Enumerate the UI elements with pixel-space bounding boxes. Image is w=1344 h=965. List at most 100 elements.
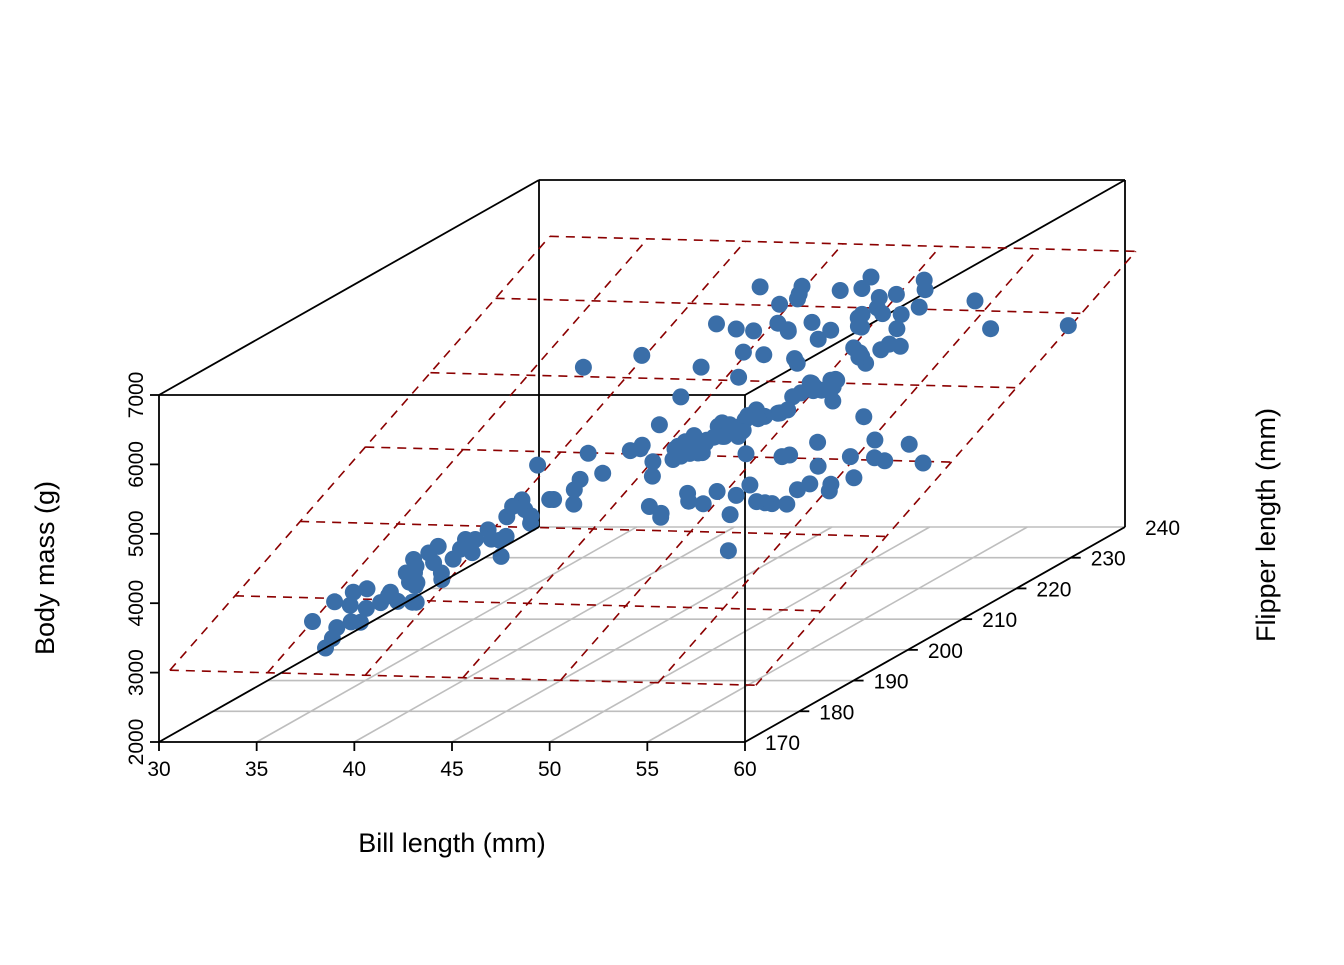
y-axis-title: Flipper length (mm) (1251, 408, 1281, 642)
data-point (737, 445, 755, 463)
data-point (730, 368, 748, 386)
data-point (809, 433, 827, 451)
data-point (822, 321, 840, 339)
data-point (900, 435, 918, 453)
data-point (914, 454, 932, 472)
data-point (694, 495, 712, 513)
data-point (841, 448, 859, 466)
data-point (910, 298, 928, 316)
data-point (771, 295, 789, 313)
plane-line-y (300, 520, 887, 538)
data-point (874, 305, 891, 323)
x-tick-label: 45 (440, 758, 463, 781)
plane-line-x (657, 248, 1039, 684)
data-point (778, 495, 796, 513)
data-point (719, 542, 737, 560)
data-point (497, 527, 515, 545)
data-point (831, 282, 849, 299)
data-point (574, 358, 592, 376)
data-point (633, 346, 651, 364)
data-point (824, 392, 842, 410)
data-point (748, 493, 766, 511)
data-point (357, 599, 375, 617)
data-point (492, 547, 510, 565)
x-tick-label: 35 (245, 758, 268, 781)
data-point (679, 484, 697, 502)
data-point (594, 464, 612, 482)
data-point (982, 320, 1000, 338)
data-point (727, 486, 745, 504)
data-point (565, 495, 583, 513)
data-point (358, 580, 376, 598)
plane-line-y (549, 235, 1136, 253)
data-point (803, 313, 821, 331)
data-point (862, 268, 880, 286)
data-point (729, 422, 747, 440)
axis-ticks (150, 394, 1081, 751)
plane-line-y (495, 297, 1082, 315)
data-point (789, 290, 806, 308)
data-point (406, 577, 424, 595)
data-point (344, 583, 362, 601)
plane-line-x (169, 235, 551, 671)
y-tick-label: 200 (928, 640, 963, 663)
data-point (579, 444, 597, 462)
data-point (888, 320, 906, 338)
data-point (786, 350, 804, 368)
data-point (643, 467, 661, 485)
y-axis-line (744, 526, 1126, 743)
data-points (304, 268, 1077, 657)
floor-grid-line-x (646, 526, 1028, 743)
plane-line-y (430, 371, 1017, 389)
plane-line-x (364, 240, 746, 676)
data-point (892, 305, 910, 323)
x-tick-label: 60 (733, 758, 756, 781)
data-point (326, 593, 344, 611)
data-point (304, 613, 321, 630)
data-point (745, 322, 763, 340)
data-point (342, 613, 360, 631)
z-tick-label: 6000 (125, 441, 148, 488)
data-point (749, 410, 767, 428)
box-edge (744, 179, 1126, 396)
data-point (650, 416, 668, 434)
data-point (845, 469, 863, 487)
data-point (809, 457, 827, 475)
data-point (849, 317, 867, 335)
z-tick-label: 3000 (125, 649, 148, 696)
data-point (851, 344, 869, 362)
floor-grid-line-x (256, 526, 638, 743)
data-point (389, 592, 407, 610)
data-point (529, 456, 547, 474)
box-edge (158, 179, 540, 396)
data-point (827, 370, 845, 388)
data-point (621, 442, 639, 460)
y-tick-label: 230 (1091, 548, 1126, 571)
data-point (781, 446, 799, 464)
data-point (683, 438, 701, 456)
data-point (708, 315, 725, 333)
floor-grid (158, 526, 1126, 743)
z-tick-label: 2000 (125, 719, 148, 766)
data-point (820, 482, 838, 500)
floor-grid-line-x (353, 526, 735, 743)
x-tick-label: 50 (538, 758, 561, 781)
data-point (672, 388, 690, 406)
data-point (652, 504, 670, 522)
x-tick-label: 30 (147, 758, 170, 781)
data-point (545, 491, 563, 508)
data-point (809, 330, 827, 348)
data-point (755, 346, 773, 364)
floor-grid-line-x (451, 526, 833, 743)
y-tick-label: 170 (765, 732, 800, 755)
z-axis-title: Body mass (g) (30, 481, 60, 655)
data-point (779, 322, 797, 340)
y-tick-label: 210 (982, 609, 1017, 632)
data-point (855, 408, 873, 426)
data-point (916, 281, 934, 299)
data-point (805, 377, 823, 395)
data-point (853, 280, 871, 297)
data-point (876, 452, 894, 470)
